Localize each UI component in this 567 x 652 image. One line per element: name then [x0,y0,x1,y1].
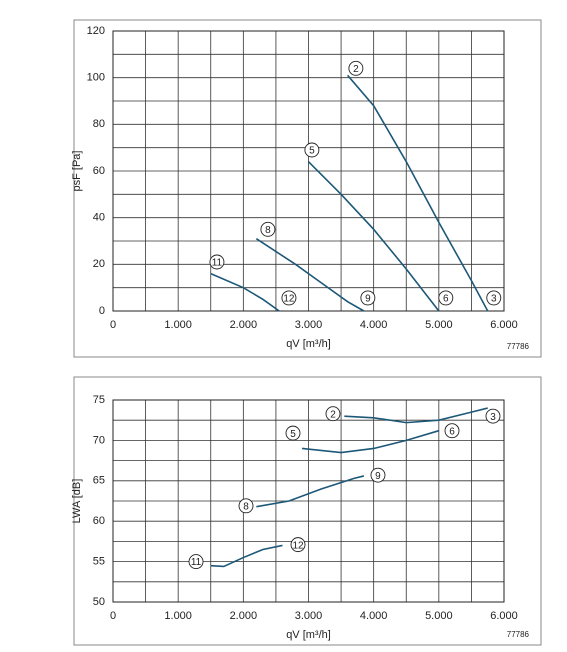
annotation-circle [209,254,225,270]
curve [210,544,283,568]
annotation-circle [188,554,204,570]
annotation: 2 [330,409,336,420]
curve [346,74,489,312]
x-tick-label: 5.000 [425,610,453,622]
panel-frame [73,19,542,358]
curve [301,429,440,454]
y-tick-label: 120 [87,25,105,37]
annotation-circle [348,60,364,76]
x-axis-label: qV [m³/h] [286,629,331,641]
annotation: 8 [243,501,249,512]
annotation: 5 [290,429,296,440]
annotation-circle [438,290,454,306]
annotation: 9 [375,471,381,482]
annotation: 9 [365,294,371,305]
y-axis-label: LWA [dB] [71,479,83,524]
annotation-circle [285,425,301,441]
x-tick-label: 5.000 [425,319,453,331]
y-tick-label: 70 [93,434,105,446]
x-tick-label: 1.000 [164,610,192,622]
y-tick-label: 40 [93,212,105,224]
curve [344,407,488,424]
annotation-circle [290,537,306,553]
plot-area [112,30,505,312]
x-tick-label: 6.000 [490,610,518,622]
annotation: 8 [265,225,271,236]
y-tick-label: 0 [99,305,105,317]
x-tick-label: 0 [110,319,116,331]
annotation: 11 [212,258,223,269]
annotation: 6 [449,426,455,437]
y-tick-label: 100 [87,72,105,84]
curve [255,237,365,312]
curve [256,475,365,508]
panel-frame [73,376,542,646]
y-tick-label: 55 [93,556,105,568]
x-tick-label: 2.000 [230,610,258,622]
annotation: 12 [292,540,304,551]
x-tick-label: 6.000 [490,319,518,331]
x-tick-label: 3.000 [295,610,323,622]
annotation-circle [486,290,502,306]
y-tick-label: 60 [93,165,105,177]
x-axis-label: qV [m³/h] [286,338,331,350]
annotation: 5 [309,146,315,157]
annotation: 3 [490,412,496,423]
annotation: 2 [353,64,359,75]
y-tick-label: 60 [93,515,105,527]
annotation-circle [260,221,276,237]
annotation-circle [325,406,341,422]
annotation-circle [485,408,501,424]
x-tick-label: 1.000 [164,319,192,331]
annotation: 6 [443,294,449,305]
annotation-circle [360,290,376,306]
annotation-circle [281,290,297,306]
y-axis-label: psF [Pa] [71,151,83,192]
figure-number: 77786 [507,342,530,351]
annotation: 12 [283,294,295,305]
x-tick-label: 3.000 [295,319,323,331]
curve [210,272,280,312]
annotation-circle [444,423,460,439]
annotation: 11 [191,557,202,568]
plot-area [112,399,505,603]
curve [307,161,440,312]
figure-number: 77786 [507,630,530,639]
x-tick-label: 4.000 [360,319,388,331]
y-tick-label: 50 [93,596,105,608]
y-tick-label: 65 [93,475,105,487]
annotation: 3 [491,294,497,305]
y-tick-label: 80 [93,118,105,130]
annotation-circle [304,142,320,158]
annotation-circle [238,498,254,514]
x-tick-label: 2.000 [230,319,258,331]
y-tick-label: 20 [93,258,105,270]
y-tick-label: 75 [93,394,105,406]
x-tick-label: 4.000 [360,610,388,622]
annotation-circle [370,467,386,483]
x-tick-label: 0 [110,610,116,622]
